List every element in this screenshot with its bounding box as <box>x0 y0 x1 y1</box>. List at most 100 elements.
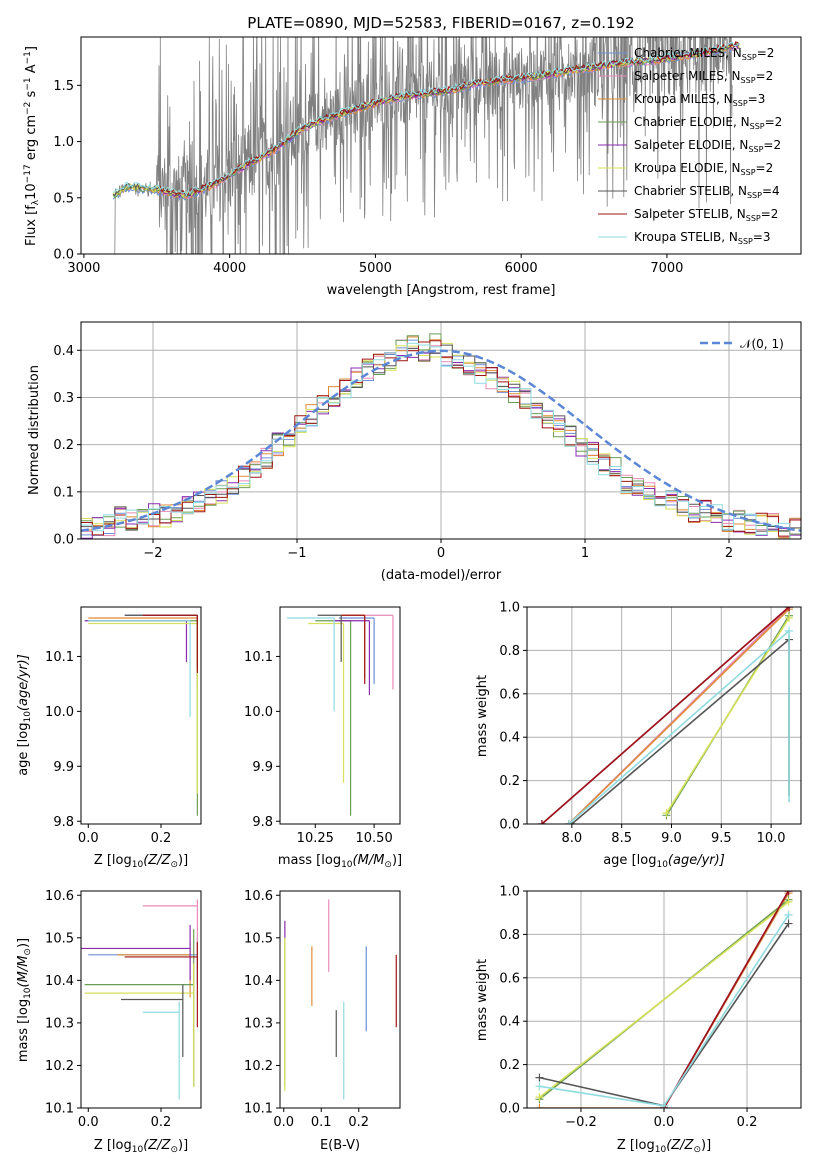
mass-weight-vs-age-panel: 8.0 8.5 9.0 9.5 10.0 0.0 0.2 0.4 0.6 0.8 1.0 age [l… <box>475 601 802 870</box>
x-tick-label: 0.0 <box>78 1115 99 1130</box>
model-spectrum-kroupa-stelib <box>113 41 740 197</box>
legend-subscript: SSP <box>741 76 756 85</box>
legend-count: =2 <box>765 115 783 129</box>
age-vs-metallicity-panel: 0.0 0.29.89.910.010.1Z [log10(Z/Z⊙)]age [… <box>16 606 202 870</box>
y-tick-label: 0.2 <box>499 1058 520 1073</box>
y-tick-label: 0.2 <box>53 438 74 453</box>
age-vs-mass-panel: 10.25 10.50 9.8 9.9 10.0 10.1 mass [log10(M/M⊙… <box>244 606 402 870</box>
plot-area <box>112 37 740 254</box>
spectrum-legend: Chabrier MILES, NSSP=2 Salpeter MILES, NS… <box>598 46 782 246</box>
x-axis-label-part: ⊙ <box>170 1145 178 1155</box>
x-tick-label: 7000 <box>650 261 683 276</box>
y-tick-label: 0.6 <box>499 687 520 702</box>
weight-line-salpeter-stelib <box>663 891 790 1108</box>
residuals-panel: −2 −1 0 1 2 0.0 0.1 0.2 0.3 0.4 𝒩(0, 1) (data-model… <box>27 321 802 583</box>
x-tick-label: 3000 <box>67 261 100 276</box>
plot-area <box>81 333 801 539</box>
weight-marker-kroupa-elodie <box>662 809 671 818</box>
x-tick-label: 0.2 <box>348 1115 369 1130</box>
y-axis-label-part: age [log <box>16 723 31 776</box>
x-tick-label: 6000 <box>505 261 538 276</box>
legend-label: Kroupa STELIB, N <box>634 230 738 244</box>
x-axis-label-part: ⊙ <box>170 860 178 870</box>
x-tick-label: 8.5 <box>611 831 632 846</box>
legend-label: Chabrier STELIB, N <box>634 184 747 198</box>
plot-area <box>81 899 198 1100</box>
spectrum-panel: 3000 4000 5000 6000 7000 0.0 0.5 1.0 1.5 Chabrier… <box>23 14 802 298</box>
legend-subscript: SSP <box>747 191 762 200</box>
weight-marker-kroupa-stelib <box>564 820 573 824</box>
y-tick-label: 10.6 <box>45 889 74 904</box>
y-tick-label: 9.9 <box>252 760 273 775</box>
x-axis-label-part: )] <box>392 853 402 868</box>
x-tick-label: −2 <box>143 546 162 561</box>
x-tick-label: 0.0 <box>654 1115 675 1130</box>
chart-title: PLATE=0890, MJD=52583, FIBERID=0167, z=0… <box>247 14 634 32</box>
x-tick-label: 0.2 <box>151 1115 172 1130</box>
weight-marker-salpeter-stelib <box>785 607 794 611</box>
x-tick-label: 1 <box>581 546 589 561</box>
x-axis-label-part: (Z/Z <box>143 1138 171 1153</box>
x-axis-label: age [log10(age/yr)] <box>603 853 725 870</box>
x-axis-label-part: 10 <box>132 860 144 870</box>
y-axis-label: mass weight <box>475 675 490 757</box>
y-axis-label-part: ] <box>24 46 39 51</box>
y-tick-label: 10.0 <box>244 705 273 720</box>
x-axis-label-part: Z [log <box>94 853 132 868</box>
x-tick-label: 5000 <box>359 261 392 276</box>
y-tick-label: 10.0 <box>45 705 74 720</box>
x-tick-label: −0.2 <box>565 1115 597 1130</box>
legend-label: Salpeter STELIB, N <box>634 207 746 221</box>
x-tick-label: 0.0 <box>78 831 99 846</box>
x-axis-label-part: Z [log <box>617 1138 655 1153</box>
y-axis-label-part: 10 <box>24 183 39 200</box>
y-axis-label-part: Flux [f <box>24 205 39 246</box>
x-axis-label: mass [log10(M/M⊙)] <box>278 853 402 870</box>
weight-marker-kroupa-elodie <box>784 897 793 906</box>
x-axis-label-part: Z [log <box>94 1138 132 1153</box>
x-axis-label-part: ⊙ <box>693 1145 701 1155</box>
y-axis-label: Normed distribution <box>27 365 42 495</box>
x-axis-label: Z [log10(Z/Z⊙)] <box>617 1138 711 1155</box>
y-tick-label: 0.5 <box>53 191 74 206</box>
axes-frame <box>80 890 202 1109</box>
y-axis-label: Flux [fλ10−17 erg cm−2 s−1 A−1] <box>23 46 41 246</box>
legend-subscript: SSP <box>741 168 756 177</box>
x-axis-label: (data-model)/error <box>381 568 502 583</box>
x-tick-label: 10.25 <box>297 831 334 846</box>
y-tick-label: 10.2 <box>244 1059 273 1074</box>
x-axis-label-part: 10 <box>341 860 353 870</box>
x-axis-label-part: 10 <box>655 1145 667 1155</box>
y-tick-label: 0.0 <box>53 248 74 263</box>
y-tick-label: 0.4 <box>499 1015 520 1030</box>
legend-subscript: SSP <box>750 122 765 131</box>
weight-marker-chabrier-stelib <box>784 919 793 928</box>
y-tick-label: 0.6 <box>499 971 520 986</box>
weight-marker-kroupa-elodie <box>535 1093 544 1102</box>
legend-label: Kroupa ELODIE, N <box>634 161 741 175</box>
y-axis-label-part: erg cm <box>24 115 39 164</box>
y-axis-label: age [log10(age/yr)] <box>16 654 33 776</box>
y-tick-label: 10.3 <box>45 1016 74 1031</box>
y-axis-label: mass [log10(M/M⊙)] <box>16 938 33 1062</box>
x-axis-label-part: (M/M <box>353 853 385 868</box>
x-tick-label: 0.1 <box>311 1115 332 1130</box>
y-axis-label-part: mass [log <box>16 999 31 1062</box>
legend-subscript: SSP <box>748 145 763 154</box>
y-axis-label-part: (M/M <box>16 956 31 988</box>
plot-area <box>535 891 793 1108</box>
legend-entry: Salpeter MILES, NSSP=2 <box>634 69 773 85</box>
y-tick-label: 0.3 <box>53 391 74 406</box>
legend-entry: Chabrier MILES, NSSP=2 <box>634 46 774 62</box>
weight-line-kroupa-elodie <box>539 901 789 1098</box>
y-tick-label: 0.8 <box>499 928 520 943</box>
x-axis-label-part: )] <box>178 1138 188 1153</box>
axes-frame <box>80 36 802 255</box>
y-tick-label: 10.5 <box>45 931 74 946</box>
plot-area <box>537 607 794 824</box>
y-tick-label: 1.0 <box>53 135 74 150</box>
legend-count: =2 <box>761 207 779 221</box>
y-tick-label: 1.5 <box>53 79 74 94</box>
x-axis-label: Z [log10(Z/Z⊙)] <box>94 1138 188 1155</box>
x-axis-label-part: (Z/Z <box>666 1138 694 1153</box>
